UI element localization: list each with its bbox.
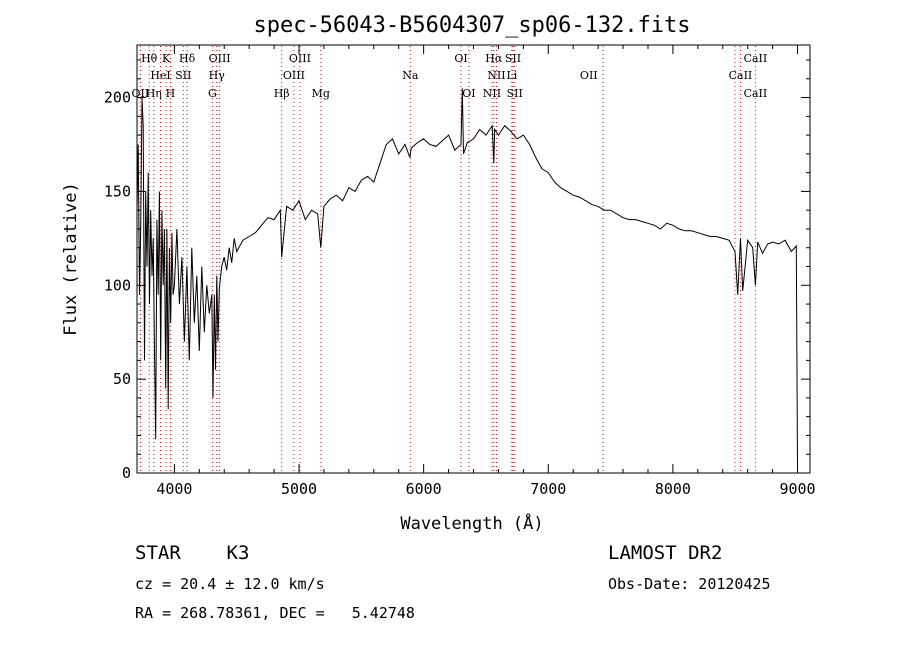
line-label-16: OII bbox=[580, 69, 598, 82]
y-axis-label: Flux (relative) bbox=[61, 182, 81, 336]
y-tick-label-1: 50 bbox=[113, 370, 131, 388]
chart-title: spec-56043-B5604307_sp06-132.fits bbox=[253, 13, 690, 38]
line-label-27: CaII bbox=[744, 87, 768, 100]
line-label-12: OIII bbox=[283, 69, 305, 82]
line-label-23: Mg bbox=[312, 87, 330, 100]
line-label-13: Na bbox=[402, 69, 419, 82]
line-label-2: Hδ bbox=[179, 52, 196, 65]
line-label-19: Hη bbox=[146, 87, 162, 100]
line-label-17: CaII bbox=[729, 69, 753, 82]
line-label-10: SII bbox=[175, 69, 191, 82]
observation-date: Obs-Date: 20120425 bbox=[608, 575, 771, 593]
coordinates-readout: RA = 268.78361, DEC = 5.42748 bbox=[135, 604, 415, 622]
line-label-7: SII bbox=[505, 52, 521, 65]
y-tick-label-3: 150 bbox=[104, 182, 131, 200]
line-label-25: NII bbox=[483, 87, 501, 100]
x-tick-label-5: 9000 bbox=[779, 480, 815, 498]
redshift-readout: cz = 20.4 ± 12.0 km/s bbox=[135, 575, 325, 593]
x-tick-label-0: 4000 bbox=[156, 480, 192, 498]
line-label-6: Hα bbox=[485, 52, 503, 65]
line-label-11: Hγ bbox=[209, 69, 226, 82]
line-label-26: SII bbox=[507, 87, 523, 100]
spectrum-line bbox=[136, 88, 798, 468]
y-tick-label-4: 200 bbox=[104, 89, 131, 107]
x-tick-label-2: 6000 bbox=[406, 480, 442, 498]
line-label-1: K bbox=[162, 52, 171, 65]
line-label-24: OI bbox=[462, 87, 475, 100]
line-markers bbox=[139, 46, 756, 472]
line-label-3: OIII bbox=[209, 52, 231, 65]
line-label-14: NII bbox=[487, 69, 505, 82]
survey-name: LAMOST DR2 bbox=[608, 542, 723, 564]
line-label-8: CaII bbox=[744, 52, 768, 65]
line-label-4: OIII bbox=[289, 52, 311, 65]
y-tick-label-2: 100 bbox=[104, 276, 131, 294]
line-label-0: Hθ bbox=[141, 52, 158, 65]
y-tick-label-0: 0 bbox=[122, 464, 131, 482]
plot-frame bbox=[136, 44, 811, 474]
line-label-22: Hβ bbox=[274, 87, 290, 100]
line-label-21: G bbox=[208, 87, 217, 100]
line-label-5: OI bbox=[454, 52, 467, 65]
line-label-18: OII bbox=[132, 87, 150, 100]
axis-ticks: 4000 5000 6000 7000 8000 9000 0 50 100 150 200 bbox=[104, 45, 816, 498]
spectrum-series bbox=[136, 88, 798, 468]
line-label-9: HeI bbox=[150, 69, 170, 82]
line-label-15: Li bbox=[506, 69, 517, 82]
object-class: STAR K3 bbox=[135, 542, 250, 564]
x-tick-label-3: 7000 bbox=[530, 480, 566, 498]
x-tick-label-1: 5000 bbox=[281, 480, 317, 498]
line-label-20: H bbox=[166, 87, 176, 100]
x-axis-label: Wavelength (Å) bbox=[400, 512, 543, 534]
x-tick-label-4: 8000 bbox=[655, 480, 691, 498]
